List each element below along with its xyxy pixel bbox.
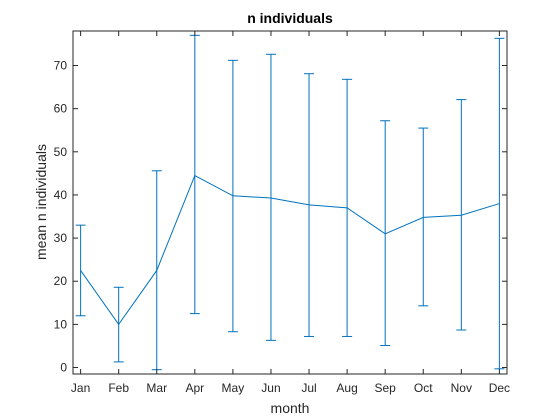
y-tick-label: 70 xyxy=(54,59,68,73)
x-tick-label: Aug xyxy=(336,381,357,395)
y-tick-label: 50 xyxy=(54,145,68,159)
y-tick-label: 10 xyxy=(54,317,68,331)
x-tick-label: Mar xyxy=(146,381,167,395)
x-tick-label: Dec xyxy=(489,381,510,395)
y-tick-label: 30 xyxy=(54,231,68,245)
x-tick-label: Oct xyxy=(414,381,433,395)
tick-layer: 0 10 20 30 40 50 60 70 Jan Feb Mar Apr May Jun Jul Aug S… xyxy=(54,31,510,395)
plot-layer xyxy=(75,34,505,371)
x-tick-label: Nov xyxy=(451,381,472,395)
x-tick-label: May xyxy=(222,381,245,395)
y-tick-label: 0 xyxy=(60,361,67,375)
x-tick-label: Jul xyxy=(301,381,316,395)
x-tick-label: Jan xyxy=(71,381,90,395)
x-tick-label: Feb xyxy=(108,381,129,395)
x-tick-label: Jun xyxy=(261,381,280,395)
y-tick-label: 20 xyxy=(54,274,68,288)
error-bar xyxy=(380,120,391,347)
x-tick-label: Sep xyxy=(374,381,396,395)
error-bar xyxy=(265,53,276,341)
axes-box xyxy=(72,30,508,375)
chart-title: n individuals xyxy=(247,10,333,26)
x-tick-label: Apr xyxy=(185,381,204,395)
y-tick-label: 40 xyxy=(54,188,68,202)
y-axis-label: mean n individuals xyxy=(33,144,49,260)
x-axis-label: month xyxy=(271,400,310,416)
y-tick-label: 60 xyxy=(54,102,68,116)
mean-line xyxy=(80,174,500,326)
